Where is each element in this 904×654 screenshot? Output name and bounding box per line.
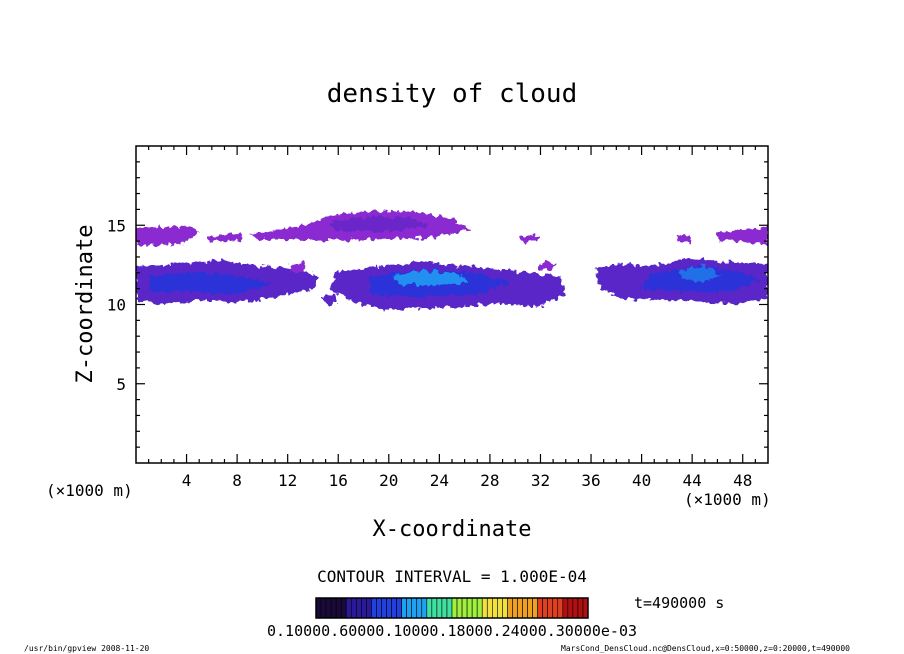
colorbar-cell — [426, 597, 433, 619]
colorbar-cell — [330, 597, 337, 619]
x-tick-label: 24 — [430, 471, 449, 490]
colorbar-cell — [466, 597, 473, 619]
lower-cloud-peak-mid — [392, 270, 470, 286]
colorbar-cell — [512, 597, 518, 619]
x-tick-label: 32 — [531, 471, 550, 490]
colorbar-cell — [411, 597, 418, 619]
y-tick-label: 5 — [116, 375, 126, 394]
colorbar-cell — [371, 597, 377, 619]
x-tick-label: 12 — [278, 471, 297, 490]
colorbar-cell — [547, 597, 554, 619]
colorbar-cell — [507, 597, 513, 619]
footer-left: /usr/bin/gpview 2008-11-20 — [24, 644, 149, 653]
x-tick-label: 44 — [683, 471, 702, 490]
colorbar-cell — [345, 597, 352, 619]
contour-interval-label: CONTOUR INTERVAL = 1.000E-04 — [317, 567, 587, 586]
lower-cloud-patch-2 — [290, 262, 306, 272]
lower-cloud-core-left — [150, 272, 270, 294]
x-tick-label: 40 — [632, 471, 651, 490]
upper-cloud-core — [330, 216, 430, 232]
colorbar-frame — [315, 597, 589, 619]
lower-cloud-patch-1 — [322, 294, 336, 304]
colorbar-cell — [527, 597, 533, 619]
colorbar-cell — [461, 597, 468, 619]
colorbar-cell — [582, 597, 589, 619]
colorbar-cell — [315, 597, 322, 619]
colorbar-cell — [335, 597, 342, 619]
y-axis-label: Z-coordinate — [73, 225, 98, 384]
colorbar-cell — [320, 597, 327, 619]
y-tick-label: 15 — [107, 216, 126, 235]
colorbar-cell — [481, 597, 488, 619]
colorbar-cell — [391, 597, 397, 619]
lower-cloud-peak-right — [680, 266, 720, 282]
x-tick-label: 28 — [480, 471, 499, 490]
colorbar-cell — [451, 597, 458, 619]
x-axis-unit-left: (×1000 m) — [46, 481, 133, 500]
colorbar-cell — [381, 597, 387, 619]
colorbar-cell — [537, 597, 543, 619]
x-axis-unit-right: (×1000 m) — [684, 490, 771, 509]
x-tick-label: 4 — [182, 471, 192, 490]
colorbar-cell — [552, 597, 559, 619]
x-tick-label: 8 — [232, 471, 242, 490]
colorbar-cell — [456, 597, 463, 619]
colorbar-cell — [441, 597, 448, 619]
upper-cloud-layer — [136, 226, 200, 246]
x-tick-label: 20 — [379, 471, 398, 490]
colorbar-cell — [497, 597, 503, 619]
colorbar-cell — [376, 597, 382, 619]
colorbar-cell — [532, 597, 538, 619]
colorbar-cell — [557, 597, 564, 619]
y-tick-label: 10 — [107, 296, 126, 315]
upper-cloud-patch-4 — [716, 226, 768, 246]
lower-cloud-patch-3 — [538, 262, 556, 270]
colorbar-cell — [361, 597, 367, 619]
upper-cloud-patch-2 — [518, 234, 540, 242]
x-tick-label: 16 — [329, 471, 348, 490]
colorbar-cell — [567, 597, 574, 619]
chart-title: density of cloud — [327, 79, 577, 109]
colorbar-cell — [406, 597, 413, 619]
colorbar-cell — [386, 597, 392, 619]
colorbar-cell — [325, 597, 332, 619]
colorbar-cell — [436, 597, 443, 619]
colorbar-tick-labels: 0.10000.60000.10000.18000.24000.30000e-0… — [267, 622, 637, 640]
colorbar-cell — [486, 597, 493, 619]
colorbar-cell — [491, 597, 498, 619]
colorbar-cell — [340, 597, 347, 619]
colorbar-cell — [471, 597, 478, 619]
colorbar-cell — [522, 597, 528, 619]
upper-cloud-patch-3 — [678, 236, 690, 242]
colorbar-cell — [562, 597, 569, 619]
colorbar-cell — [416, 597, 423, 619]
colorbar-cell — [446, 597, 453, 619]
colorbar-cell — [577, 597, 584, 619]
x-tick-label: 48 — [733, 471, 752, 490]
colorbar-cell — [502, 597, 508, 619]
x-tick-label: 36 — [581, 471, 600, 490]
colorbar-cell — [572, 597, 579, 619]
colorbar-cell — [421, 597, 428, 619]
colorbar-cell — [355, 597, 362, 619]
colorbar-cell — [396, 597, 402, 619]
cloud-field — [136, 211, 768, 310]
colorbar-cell — [366, 597, 372, 619]
colorbar — [315, 597, 589, 619]
colorbar-cell — [476, 597, 483, 619]
x-axis-label: X-coordinate — [373, 517, 532, 542]
colorbar-cell — [431, 597, 438, 619]
colorbar-cell — [542, 597, 549, 619]
colorbar-cell — [517, 597, 523, 619]
colorbar-cell — [401, 597, 407, 619]
upper-cloud-patch-1 — [208, 234, 244, 242]
colorbar-cell — [350, 597, 357, 619]
footer-right: MarsCond_DensCloud.nc@DensCloud,x=0:5000… — [561, 644, 850, 653]
time-label: t=490000 s — [634, 594, 724, 612]
